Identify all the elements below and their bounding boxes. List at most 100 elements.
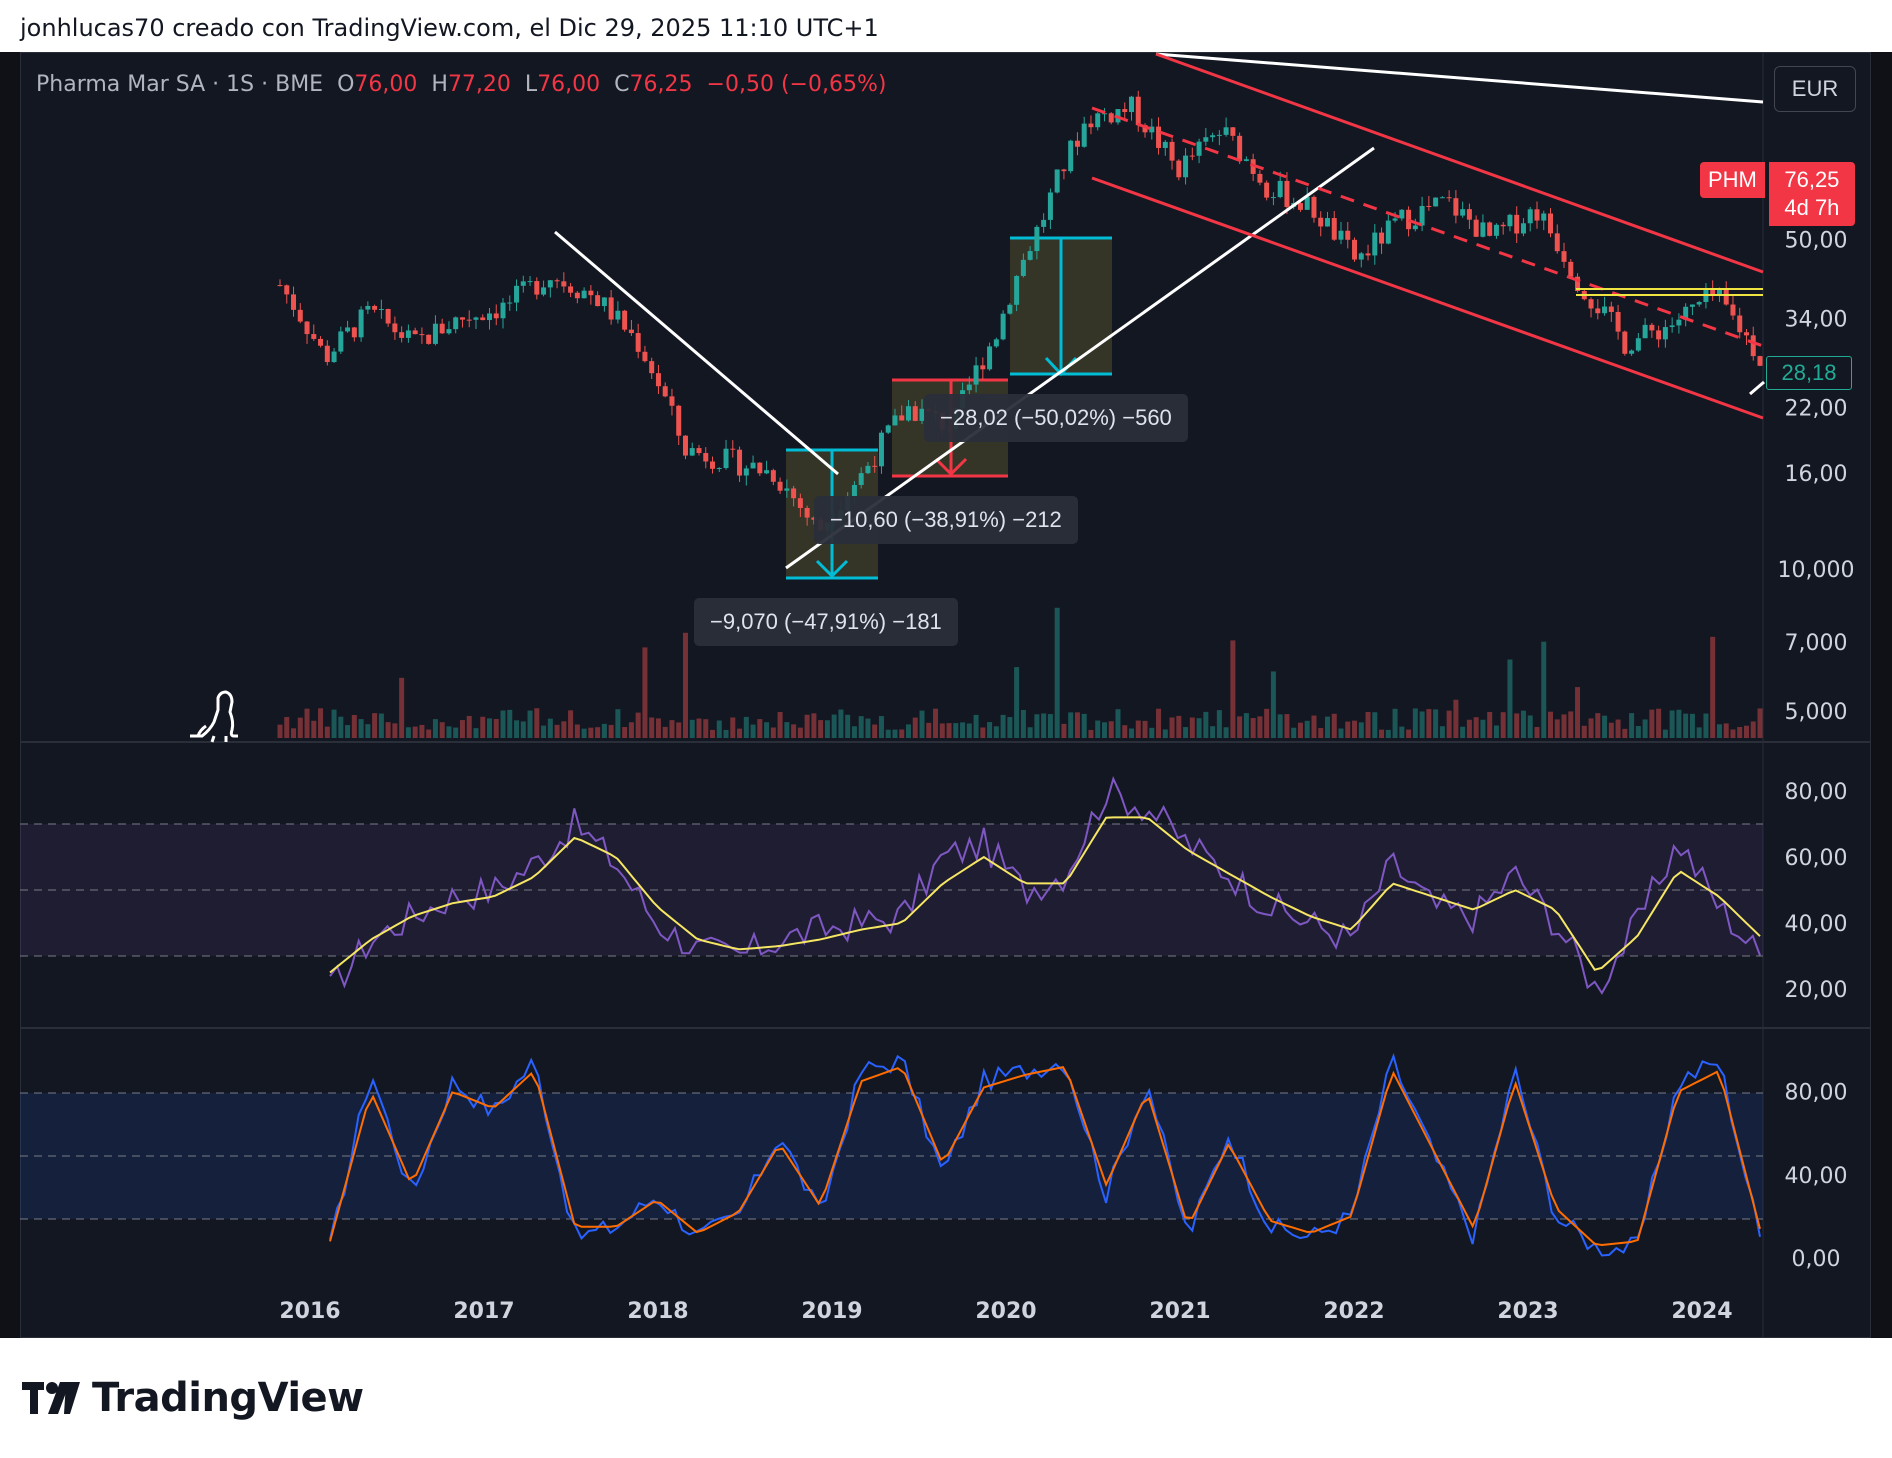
volume-bar xyxy=(1602,715,1608,738)
volume-bar xyxy=(851,726,857,738)
trendline-2017-2019[interactable] xyxy=(554,230,839,476)
legend-change: −0,50 (−0,65%) xyxy=(706,72,887,97)
candle-body xyxy=(432,323,438,344)
rsi-tick-label: 20,00 xyxy=(1785,978,1848,1003)
volume-bar xyxy=(1554,719,1560,738)
volume-bar xyxy=(1176,715,1182,738)
candle-body xyxy=(642,351,648,362)
volume-bar xyxy=(1683,713,1689,738)
candle-body xyxy=(676,405,682,436)
channel-lower[interactable] xyxy=(1091,176,1764,420)
volume-bar xyxy=(601,723,607,738)
volume-bar xyxy=(1541,641,1547,738)
candle-body xyxy=(574,292,580,299)
candle-body xyxy=(439,323,445,334)
volume-bar xyxy=(615,709,621,738)
tradingview-logo-icon xyxy=(22,1382,80,1414)
volume-bar xyxy=(1379,729,1385,738)
candle-body xyxy=(1649,324,1655,331)
volume-bar xyxy=(993,726,999,738)
volume-bar xyxy=(933,708,939,738)
candle-body xyxy=(378,308,384,310)
candle-body xyxy=(1081,123,1087,147)
volume-bar xyxy=(520,721,526,738)
volume-bar xyxy=(446,726,452,738)
volume-bar xyxy=(1034,714,1040,738)
volume-bar xyxy=(345,725,351,738)
volume-bar xyxy=(1270,671,1276,738)
volume-bar xyxy=(595,727,601,738)
candle-body xyxy=(1716,289,1722,296)
volume-bar xyxy=(1392,708,1398,738)
candle-body xyxy=(1561,251,1567,262)
volume-bar xyxy=(905,724,911,738)
candle-body xyxy=(1237,135,1243,161)
volume-bar xyxy=(1743,725,1749,738)
candle-body xyxy=(1622,331,1628,354)
candle-body xyxy=(1737,315,1743,333)
volume-bar xyxy=(1750,721,1756,738)
candle-body xyxy=(1439,197,1445,199)
legend-close-label: C xyxy=(614,72,630,97)
channel-middle[interactable] xyxy=(1091,106,1764,348)
candle-body xyxy=(1460,209,1466,216)
volume-bar xyxy=(682,632,688,738)
volume-bar xyxy=(946,723,952,738)
candle-body xyxy=(1568,261,1574,277)
volume-bar xyxy=(439,722,445,738)
legend-symbol: Pharma Mar SA · 1S · BME xyxy=(36,72,324,97)
candle-body xyxy=(791,488,797,499)
candle-body xyxy=(1068,140,1074,172)
volume-bar xyxy=(730,717,736,738)
candle-body xyxy=(1493,224,1499,236)
volume-bar xyxy=(824,720,830,738)
volume-bar xyxy=(872,724,878,738)
volume-bar xyxy=(804,714,810,738)
volume-bar xyxy=(777,712,783,738)
currency-button[interactable]: EUR xyxy=(1774,66,1856,112)
volume-bar xyxy=(338,716,344,738)
volume-bar xyxy=(1689,713,1695,738)
candle-body xyxy=(615,310,621,320)
candle-body xyxy=(1243,159,1249,161)
bar-countdown: 4d 7h xyxy=(1784,195,1840,220)
volume-bar xyxy=(1723,723,1729,738)
volume-bar xyxy=(919,710,925,738)
candle-body xyxy=(1284,180,1290,207)
volume-bar xyxy=(622,727,628,738)
volume-bar xyxy=(791,724,797,738)
candle-body xyxy=(770,470,776,482)
measurement-label-3[interactable]: −9,070 (−47,91%) −181 xyxy=(694,598,958,646)
support-stub[interactable] xyxy=(1749,380,1765,396)
volume-bar xyxy=(1210,726,1216,738)
volume-bar xyxy=(865,718,871,738)
volume-bar xyxy=(1284,714,1290,738)
candle-body xyxy=(486,313,492,321)
candle-body xyxy=(730,448,736,450)
candle-body xyxy=(568,286,574,293)
channel-upper[interactable] xyxy=(1155,52,1764,274)
time-tick-label: 2016 xyxy=(279,1299,340,1324)
candle-body xyxy=(385,308,391,324)
candle-body xyxy=(1548,213,1554,234)
top-bar: jonhlucas70 creado con TradingView.com, … xyxy=(0,0,1892,52)
volume-bar xyxy=(1493,725,1499,738)
volume-bar xyxy=(324,726,330,738)
time-tick-label: 2023 xyxy=(1497,1299,1558,1324)
symbol-legend[interactable]: Pharma Mar SA · 1S · BME O76,00 H77,20 L… xyxy=(36,72,886,97)
time-axis: 2016 2017 2018 2019 2020 2021 2022 2023 2024 xyxy=(279,1299,1732,1324)
candle-body xyxy=(1575,276,1581,292)
volume-bar xyxy=(453,727,459,738)
candle-body xyxy=(399,332,405,338)
candle-body xyxy=(1162,141,1168,148)
candle-body xyxy=(1183,155,1189,178)
volume-bar xyxy=(662,726,668,738)
measurement-label-2[interactable]: −10,60 (−38,91%) −212 xyxy=(814,496,1078,544)
volume-bar xyxy=(1662,729,1668,738)
measurement-label-1[interactable]: −28,02 (−50,02%) −560 xyxy=(924,394,1188,442)
candle-body xyxy=(1047,192,1053,220)
trendline-top-2021-2024[interactable] xyxy=(1155,52,1764,104)
volume-bar xyxy=(1466,719,1472,738)
volume-bar xyxy=(1277,714,1283,738)
